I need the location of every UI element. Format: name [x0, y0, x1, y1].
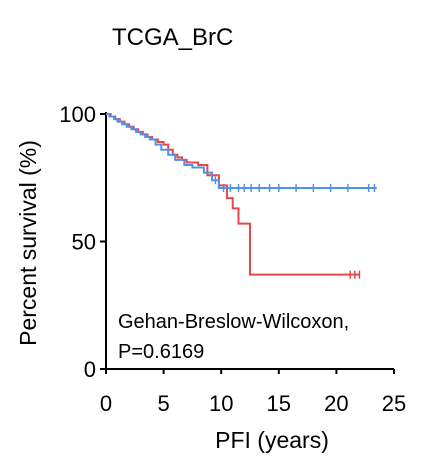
chart-title: TCGA_BrC — [112, 24, 233, 51]
survival-curve-2 — [106, 113, 377, 189]
y-tick-label: 0 — [84, 357, 96, 382]
x-tick-label: 0 — [100, 391, 112, 416]
y-tick-label: 100 — [59, 102, 96, 127]
y-tick-label: 50 — [72, 230, 96, 255]
x-tick-label: 20 — [324, 391, 348, 416]
survival-curve-1 — [106, 113, 360, 276]
stat-test-label: Gehan-Breslow-Wilcoxon, — [118, 311, 349, 333]
x-tick-label: 15 — [267, 391, 291, 416]
x-axis-label: PFI (years) — [215, 427, 329, 453]
x-tick-label: 5 — [157, 391, 169, 416]
p-value-label: P=0.6169 — [118, 341, 204, 363]
y-axis-label: Percent survival (%) — [15, 140, 41, 346]
x-tick-label: 25 — [382, 391, 406, 416]
x-tick-label: 10 — [209, 391, 233, 416]
